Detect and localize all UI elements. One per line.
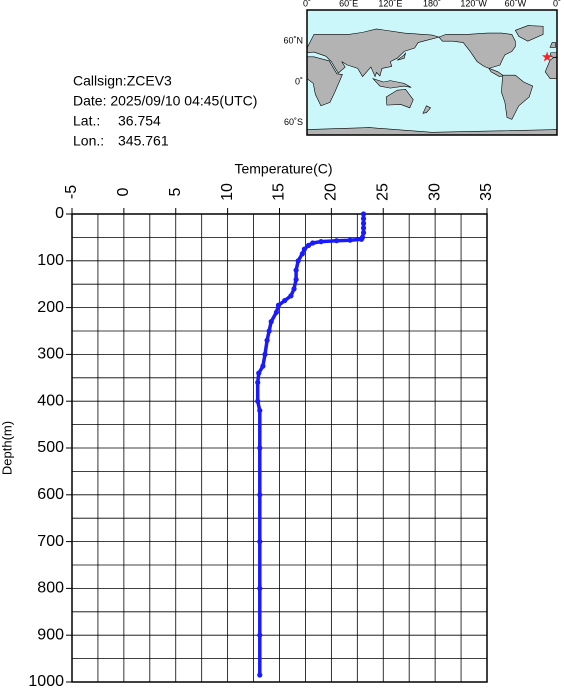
x-tick-label: 15 [271, 183, 288, 201]
profile-point [282, 297, 288, 304]
lon-value: 345.761 [118, 133, 169, 149]
profile-point [291, 286, 297, 292]
profile-point [257, 672, 263, 678]
y-tick-label: 600 [37, 486, 64, 503]
x-tick-label: 30 [426, 183, 443, 201]
lon-label: Lon.: [73, 133, 104, 149]
profile-point [266, 328, 272, 334]
profile-point [360, 216, 367, 222]
profile-point [257, 585, 263, 592]
profile-point [358, 236, 365, 242]
profile-point [268, 319, 274, 325]
x-tick-label: 20 [323, 183, 340, 201]
plot: -5 0 5 10 15 20 25 30 35 0 100 200 300 400 500 600 700 80… [0, 161, 495, 690]
map-lon-label: 0˚ [553, 0, 561, 8]
profile-point [295, 258, 301, 264]
plot-frame [71, 213, 488, 683]
profile-point [257, 539, 263, 545]
land [514, 25, 544, 42]
map-lon-label: 60˚E [339, 0, 358, 8]
land [397, 52, 406, 61]
y-tick-label: 800 [37, 580, 64, 597]
y-tick-label: 100 [37, 252, 64, 269]
y-tick-label: 900 [37, 626, 64, 643]
land [371, 77, 412, 89]
profile-point [264, 337, 270, 343]
profile-point [262, 351, 268, 357]
y-tick-label: 1000 [28, 673, 64, 690]
land [422, 105, 432, 114]
profile-point [318, 239, 324, 245]
profile-point [257, 632, 263, 638]
profile-point [333, 238, 340, 244]
profile-point [257, 407, 263, 414]
map-lon-label: 120˚W [460, 0, 487, 8]
map-lon-label: 0˚ [303, 0, 311, 8]
profile-point [257, 492, 263, 498]
land [438, 32, 516, 77]
profile-point [360, 230, 367, 236]
land [501, 74, 534, 120]
profile-point [275, 302, 282, 308]
land [549, 42, 556, 48]
profile-point [288, 293, 294, 299]
y-tick-label: 500 [37, 439, 64, 456]
profile-point [299, 251, 305, 257]
profile-point [360, 220, 367, 226]
x-tick-label: 5 [167, 187, 184, 196]
y-tick-label: 300 [37, 346, 64, 363]
profile-point [301, 246, 307, 252]
map-frame [306, 9, 558, 136]
profile-point [305, 242, 312, 248]
map-lon-label: 60˚W [505, 0, 527, 8]
x-tick-label: 0 [115, 187, 132, 196]
profile-point [293, 276, 299, 283]
map-lat-label: 60˚S [284, 117, 303, 127]
callsign: Callsign:ZCEV3 [73, 73, 172, 89]
x-tick-label: 10 [219, 183, 236, 201]
land [385, 89, 414, 109]
land [306, 28, 441, 78]
profile-point [360, 225, 367, 231]
x-tick-label: 35 [478, 183, 495, 201]
x-axis-title: Temperature(C) [234, 161, 332, 177]
map-lat-label: 0˚ [295, 76, 303, 86]
profile-point [260, 363, 266, 369]
profile-point [347, 237, 353, 243]
y-tick-label: 200 [37, 299, 64, 316]
profile-point [360, 211, 367, 217]
map-lon-label: 120˚E [378, 0, 402, 8]
profile-point [293, 267, 299, 273]
profile-point [310, 240, 316, 246]
map-lat-label: 60˚N [283, 36, 303, 46]
x-tick-label: 25 [374, 183, 391, 201]
y-tick-label: 400 [37, 392, 64, 409]
profile-point [255, 379, 261, 386]
y-tick-label: 0 [55, 205, 64, 222]
profile-point [273, 309, 279, 315]
map: 0˚ 60˚E 120˚E 180˚ 120˚W 60˚W 0˚ 60˚N 0˚ 60˚S [283, 0, 561, 136]
x-tick-label: -5 [63, 185, 80, 199]
y-axis-title: Depth(m) [0, 421, 14, 475]
y-tick-label: 700 [37, 533, 64, 550]
profile-point [255, 398, 261, 404]
date: Date: 2025/09/10 04:45(UTC) [73, 93, 257, 109]
profile-point [256, 370, 262, 376]
land [306, 56, 343, 107]
lat-label: Lat.: [73, 113, 100, 129]
profile-point [257, 445, 263, 451]
map-lon-label: 180˚ [423, 0, 441, 8]
position-star [541, 51, 553, 62]
land [549, 52, 558, 58]
profile-line [255, 214, 366, 675]
lat-value: 36.754 [118, 113, 161, 129]
